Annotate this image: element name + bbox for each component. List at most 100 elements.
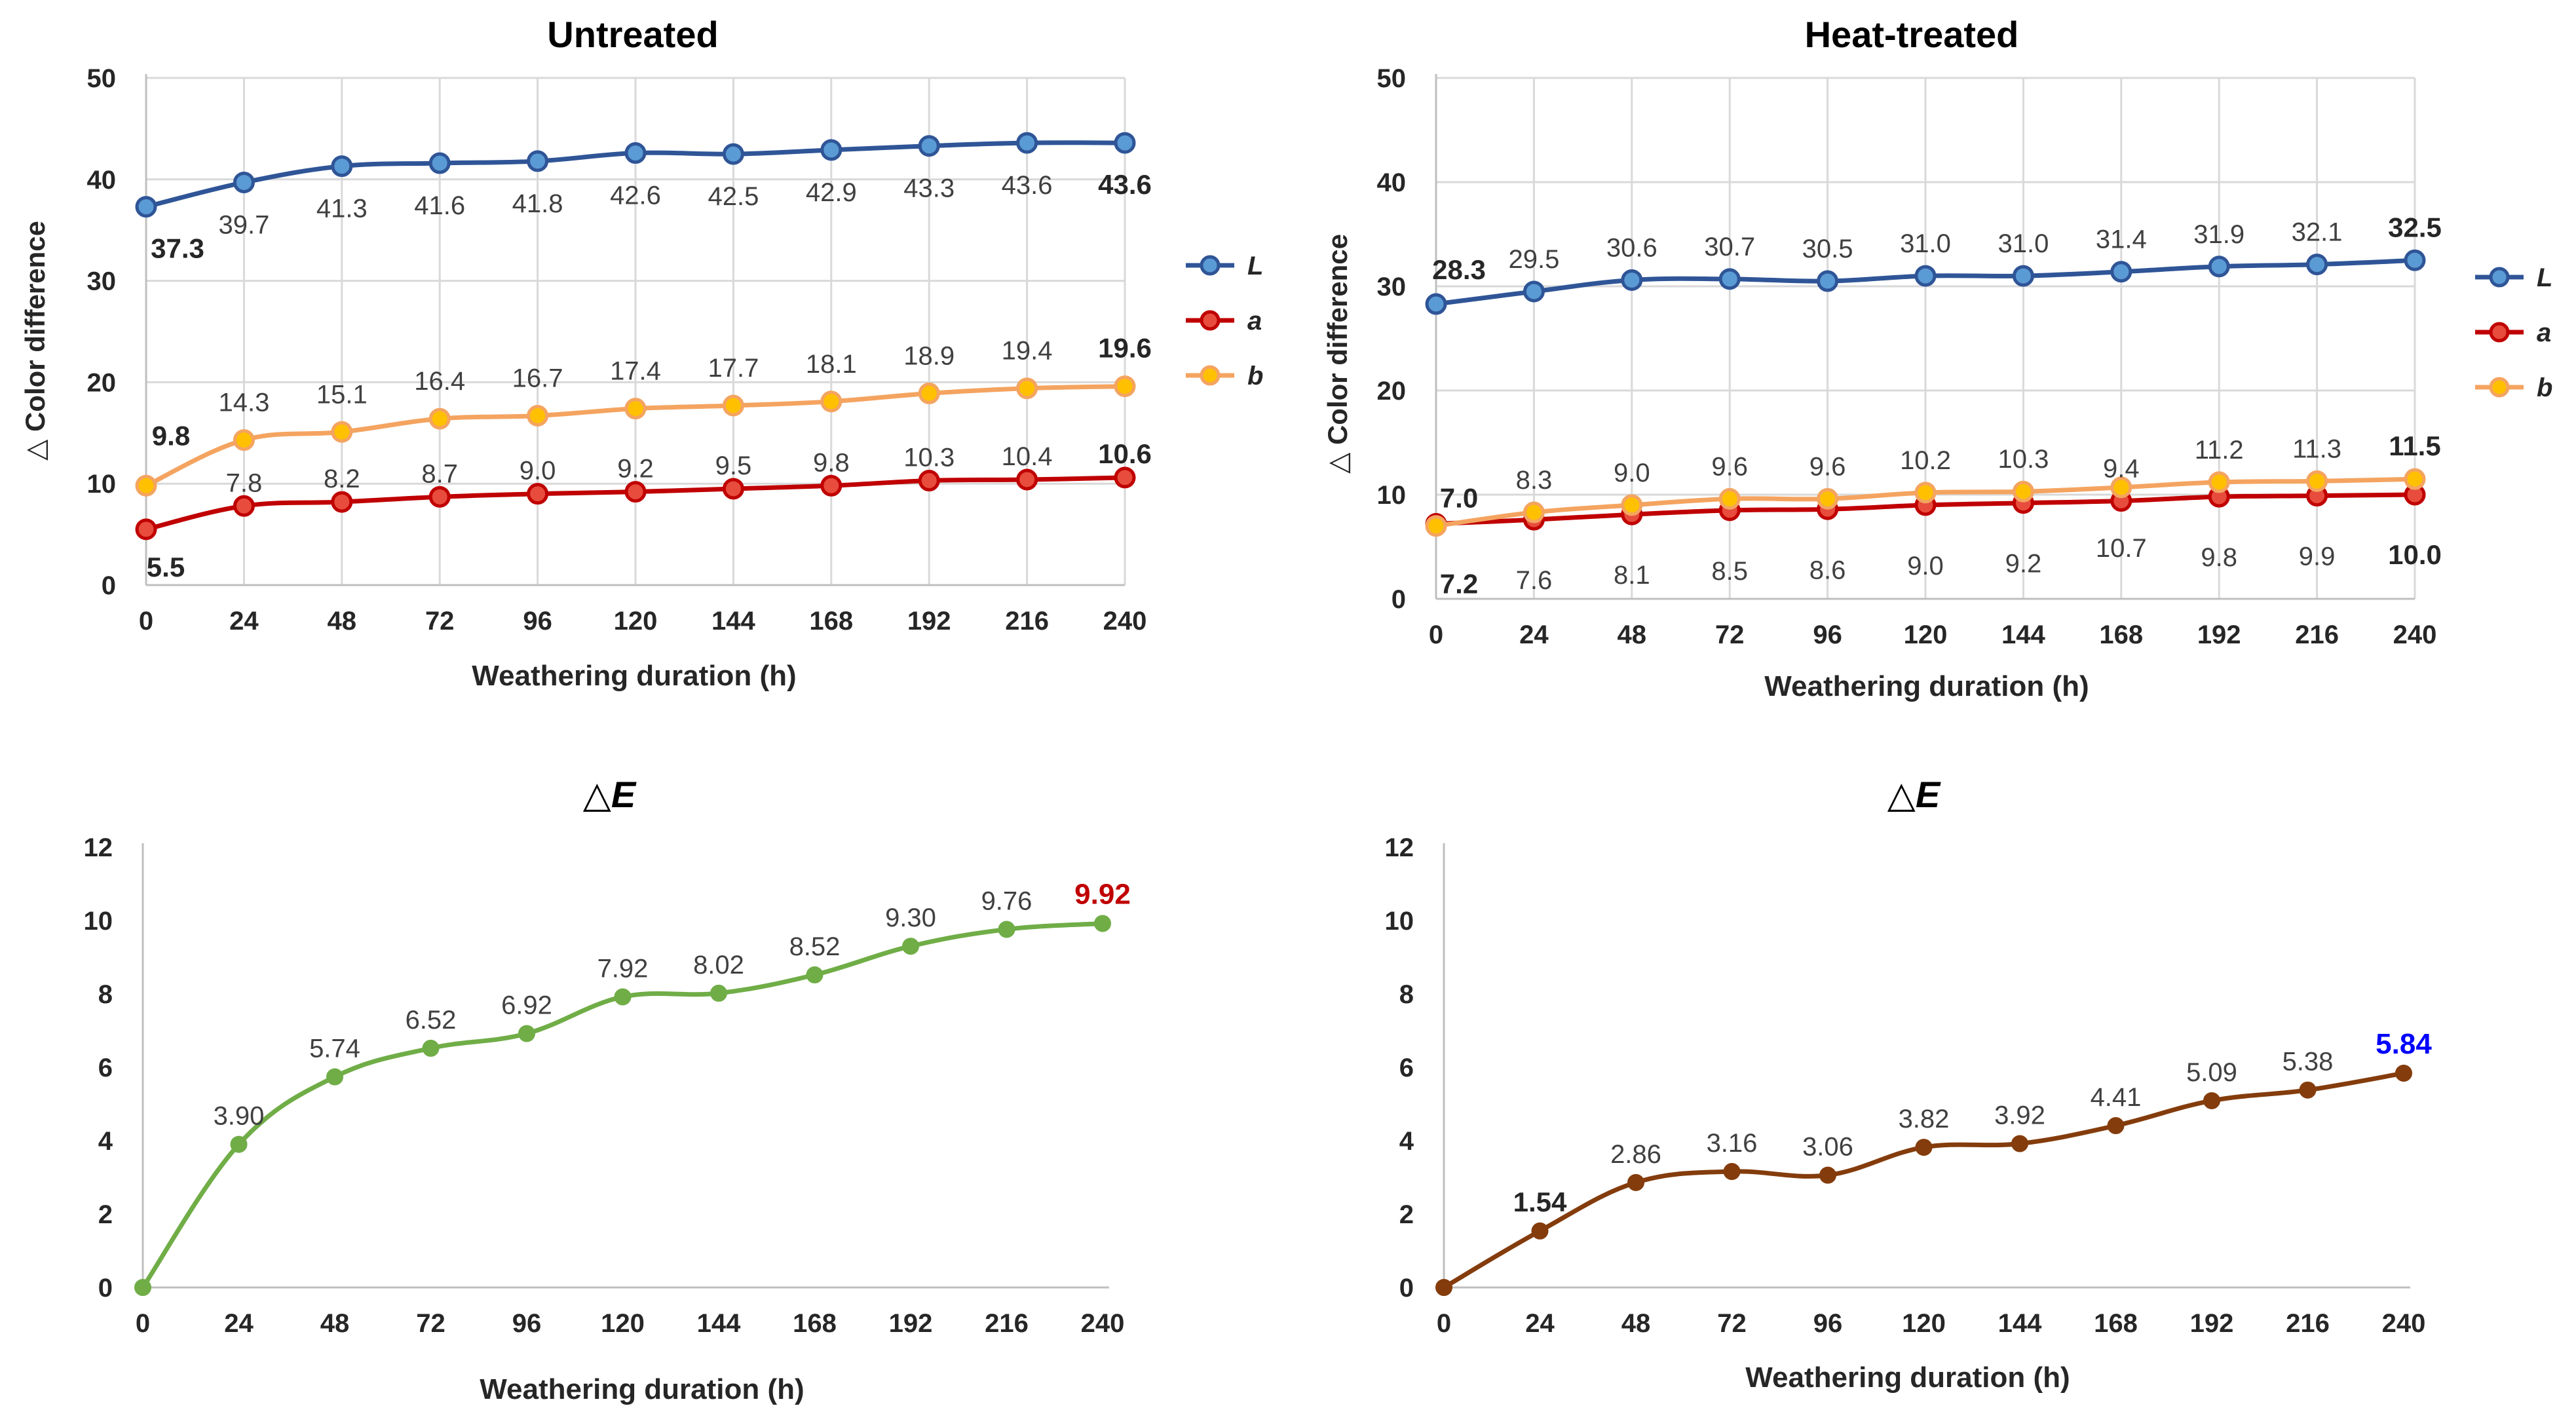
data-label: 32.5 xyxy=(2388,212,2442,242)
data-point-△E xyxy=(2203,1092,2220,1109)
x-tick-label: 72 xyxy=(425,607,455,636)
x-tick-label: 96 xyxy=(1813,620,1842,649)
data-label: 39.7 xyxy=(218,210,269,239)
legend-swatch-marker xyxy=(1200,365,1221,386)
data-point-L xyxy=(820,139,843,161)
x-tick-label: 192 xyxy=(889,1309,933,1338)
data-point-△E xyxy=(2011,1135,2028,1152)
data-label: 8.52 xyxy=(789,932,841,961)
data-label: 9.0 xyxy=(1614,459,1650,487)
data-label: 9.2 xyxy=(2005,550,2042,579)
data-point-a xyxy=(1114,466,1136,489)
data-label: 41.8 xyxy=(512,189,563,218)
data-point-a xyxy=(135,518,157,541)
data-label: 7.6 xyxy=(1516,566,1553,595)
data-point-b xyxy=(2012,480,2034,503)
data-point-L xyxy=(135,196,157,218)
data-label: 10.7 xyxy=(2096,534,2147,563)
x-tick-label: 216 xyxy=(985,1309,1029,1338)
data-label: 29.5 xyxy=(1508,245,1559,274)
data-point-△E xyxy=(2395,1064,2412,1082)
data-point-b xyxy=(331,421,353,443)
data-label: 32.1 xyxy=(2292,218,2343,247)
x-tick-label: 96 xyxy=(523,607,552,636)
y-tick-label: 20 xyxy=(1377,377,1407,406)
data-label: 3.16 xyxy=(1707,1129,1758,1158)
data-point-b xyxy=(2208,471,2230,493)
data-label: 3.82 xyxy=(1899,1105,1950,1133)
data-label: 8.3 xyxy=(1516,466,1553,495)
x-tick-label: 192 xyxy=(907,607,951,636)
data-label: 7.92 xyxy=(597,954,649,983)
data-point-b xyxy=(1718,487,1741,510)
data-point-L xyxy=(1016,132,1038,154)
data-label: 41.6 xyxy=(414,191,465,220)
data-label: 10.4 xyxy=(1002,442,1053,471)
y-tick-label: 50 xyxy=(1377,64,1407,93)
data-point-a xyxy=(233,495,255,517)
data-label: 17.7 xyxy=(708,354,759,383)
x-tick-label: 144 xyxy=(1998,1309,2042,1338)
chart-heat-treated-svg: Heat-treated 0 10 20 30 40 50 0 24 48 72 96 120 144 1… xyxy=(1322,14,2552,702)
data-point-△E xyxy=(1723,1163,1741,1181)
x-tick-label: 120 xyxy=(614,607,658,636)
data-point-b xyxy=(624,398,647,420)
data-label: 30.5 xyxy=(1802,235,1853,263)
data-point-L xyxy=(1114,132,1136,154)
chart-heat-treated: Heat-treated 0 10 20 30 40 50 0 24 48 72 96 120 144 1… xyxy=(1288,0,2576,714)
y-tick-label: 10 xyxy=(87,470,117,499)
data-label: 8.1 xyxy=(1614,561,1650,590)
y-tick-label: 12 xyxy=(84,833,113,862)
legend-entry: b xyxy=(2537,373,2552,402)
y-tick-label: 12 xyxy=(1385,833,1414,862)
data-label: 17.4 xyxy=(610,357,661,386)
x-tick-label: 0 xyxy=(1429,620,1443,649)
x-tick-label: 192 xyxy=(2190,1309,2234,1338)
data-point-△E xyxy=(998,921,1015,938)
y-tick-label: 0 xyxy=(102,571,116,600)
data-label: 30.6 xyxy=(1606,233,1657,262)
data-point-L xyxy=(1523,280,1545,303)
x-tick-label: 24 xyxy=(224,1309,254,1338)
data-point-△E xyxy=(806,966,824,983)
data-label: 43.6 xyxy=(1098,169,1152,200)
x-tick-label: 48 xyxy=(320,1309,350,1338)
chart-title: Heat-treated xyxy=(1805,14,2019,55)
x-tick-label: 120 xyxy=(1904,620,1948,649)
data-label: 41.3 xyxy=(316,195,368,223)
data-point-△E xyxy=(518,1025,535,1042)
data-label: 8.7 xyxy=(421,459,458,488)
y-tick-label: 0 xyxy=(1399,1274,1414,1303)
legend-entry: L xyxy=(2537,263,2552,292)
data-point-L xyxy=(1817,270,1839,292)
legend-entry: a xyxy=(2537,318,2551,347)
data-label: 9.2 xyxy=(617,455,654,484)
data-label: 18.9 xyxy=(903,341,955,370)
data-label: 43.3 xyxy=(903,174,955,203)
data-point-L xyxy=(2404,249,2426,271)
x-tick-label: 120 xyxy=(601,1309,645,1338)
data-point-a xyxy=(1016,468,1038,491)
data-label: 5.84 xyxy=(2376,1028,2432,1060)
y-tick-label: 8 xyxy=(1399,980,1414,1009)
data-label: 10.3 xyxy=(903,444,955,472)
data-point-L xyxy=(1718,268,1741,290)
data-label: 9.5 xyxy=(715,451,752,480)
x-tick-label: 24 xyxy=(1525,1309,1555,1338)
data-label: 9.6 xyxy=(1809,452,1846,481)
data-label: 9.30 xyxy=(885,904,936,932)
x-tick-label: 144 xyxy=(697,1309,741,1338)
y-tick-label: 10 xyxy=(1377,481,1407,510)
data-point-b xyxy=(820,390,843,413)
x-axis-title: Weathering duration (h) xyxy=(1745,1361,2070,1394)
data-label: 15.1 xyxy=(316,380,368,409)
data-point-L xyxy=(331,155,353,178)
x-tick-label: 216 xyxy=(2295,620,2339,649)
x-tick-label: 96 xyxy=(512,1309,542,1338)
x-tick-label: 240 xyxy=(1103,607,1147,636)
data-label: 7.2 xyxy=(1440,569,1478,599)
y-tick-label: 6 xyxy=(98,1054,113,1082)
y-tick-label: 20 xyxy=(87,368,117,397)
